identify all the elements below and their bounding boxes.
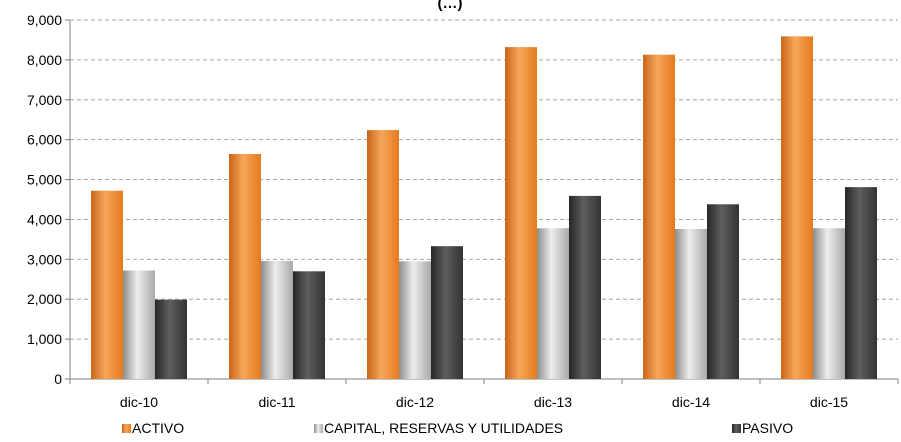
x-tick-label: dic-12 [396,394,434,410]
legend-label: CAPITAL, RESERVAS Y UTILIDADES [324,420,563,436]
y-tick-label: 0 [54,371,62,387]
y-tick-label: 8,000 [27,52,62,68]
x-tick-label: dic-13 [534,394,572,410]
y-tick-label: 2,000 [27,291,62,307]
legend-label: PASIVO [742,420,793,436]
bar-activo-dic-14 [643,54,675,379]
legend-label: ACTIVO [132,420,184,436]
x-tick-label: dic-15 [810,394,848,410]
chart-title: (…) [438,0,463,12]
y-tick-label: 6,000 [27,132,62,148]
y-tick-label: 1,000 [27,331,62,347]
x-tick-label: dic-11 [258,394,295,410]
axes [65,19,899,384]
bar-capital-reservas-y-utilidades-dic-10 [123,270,155,379]
bars [91,36,877,380]
bar-activo-dic-11 [229,154,261,379]
bar-capital-reservas-y-utilidades-dic-15 [813,228,845,379]
y-tick-label: 7,000 [27,92,62,108]
legend-swatch [122,424,131,433]
bar-capital-reservas-y-utilidades-dic-12 [399,261,431,379]
bar-pasivo-dic-12 [431,246,463,379]
bar-activo-dic-13 [505,47,537,379]
y-tick-label: 4,000 [27,211,62,227]
bar-capital-reservas-y-utilidades-dic-11 [261,260,293,379]
bar-activo-dic-12 [367,130,399,379]
bar-pasivo-dic-10 [155,299,187,379]
bar-pasivo-dic-15 [845,187,877,379]
x-tick-label: dic-14 [672,394,710,410]
y-tick-label: 3,000 [27,251,62,267]
bar-capital-reservas-y-utilidades-dic-13 [537,228,569,379]
bar-pasivo-dic-13 [569,195,601,379]
legend: ACTIVO CAPITAL, RESERVAS Y UTILIDADES PASI… [122,420,793,436]
legend-swatch [314,424,323,433]
bar-activo-dic-15 [781,36,813,380]
x-tick-labels: dic-10 dic-11 dic-12 dic-13 dic-14 dic-15 [120,394,848,410]
bar-pasivo-dic-11 [293,271,325,379]
y-tick-label: 5,000 [27,172,62,188]
bar-pasivo-dic-14 [707,204,739,379]
y-tick-label: 9,000 [27,12,62,28]
x-tick-label: dic-10 [120,394,158,410]
bar-activo-dic-10 [91,190,123,379]
legend-swatch [732,424,741,433]
gridlines [70,19,898,340]
bar-capital-reservas-y-utilidades-dic-14 [675,229,707,379]
y-tick-labels: 0 1,000 2,000 3,000 4,000 5,000 6,000 7,000 8,00… [27,12,62,387]
